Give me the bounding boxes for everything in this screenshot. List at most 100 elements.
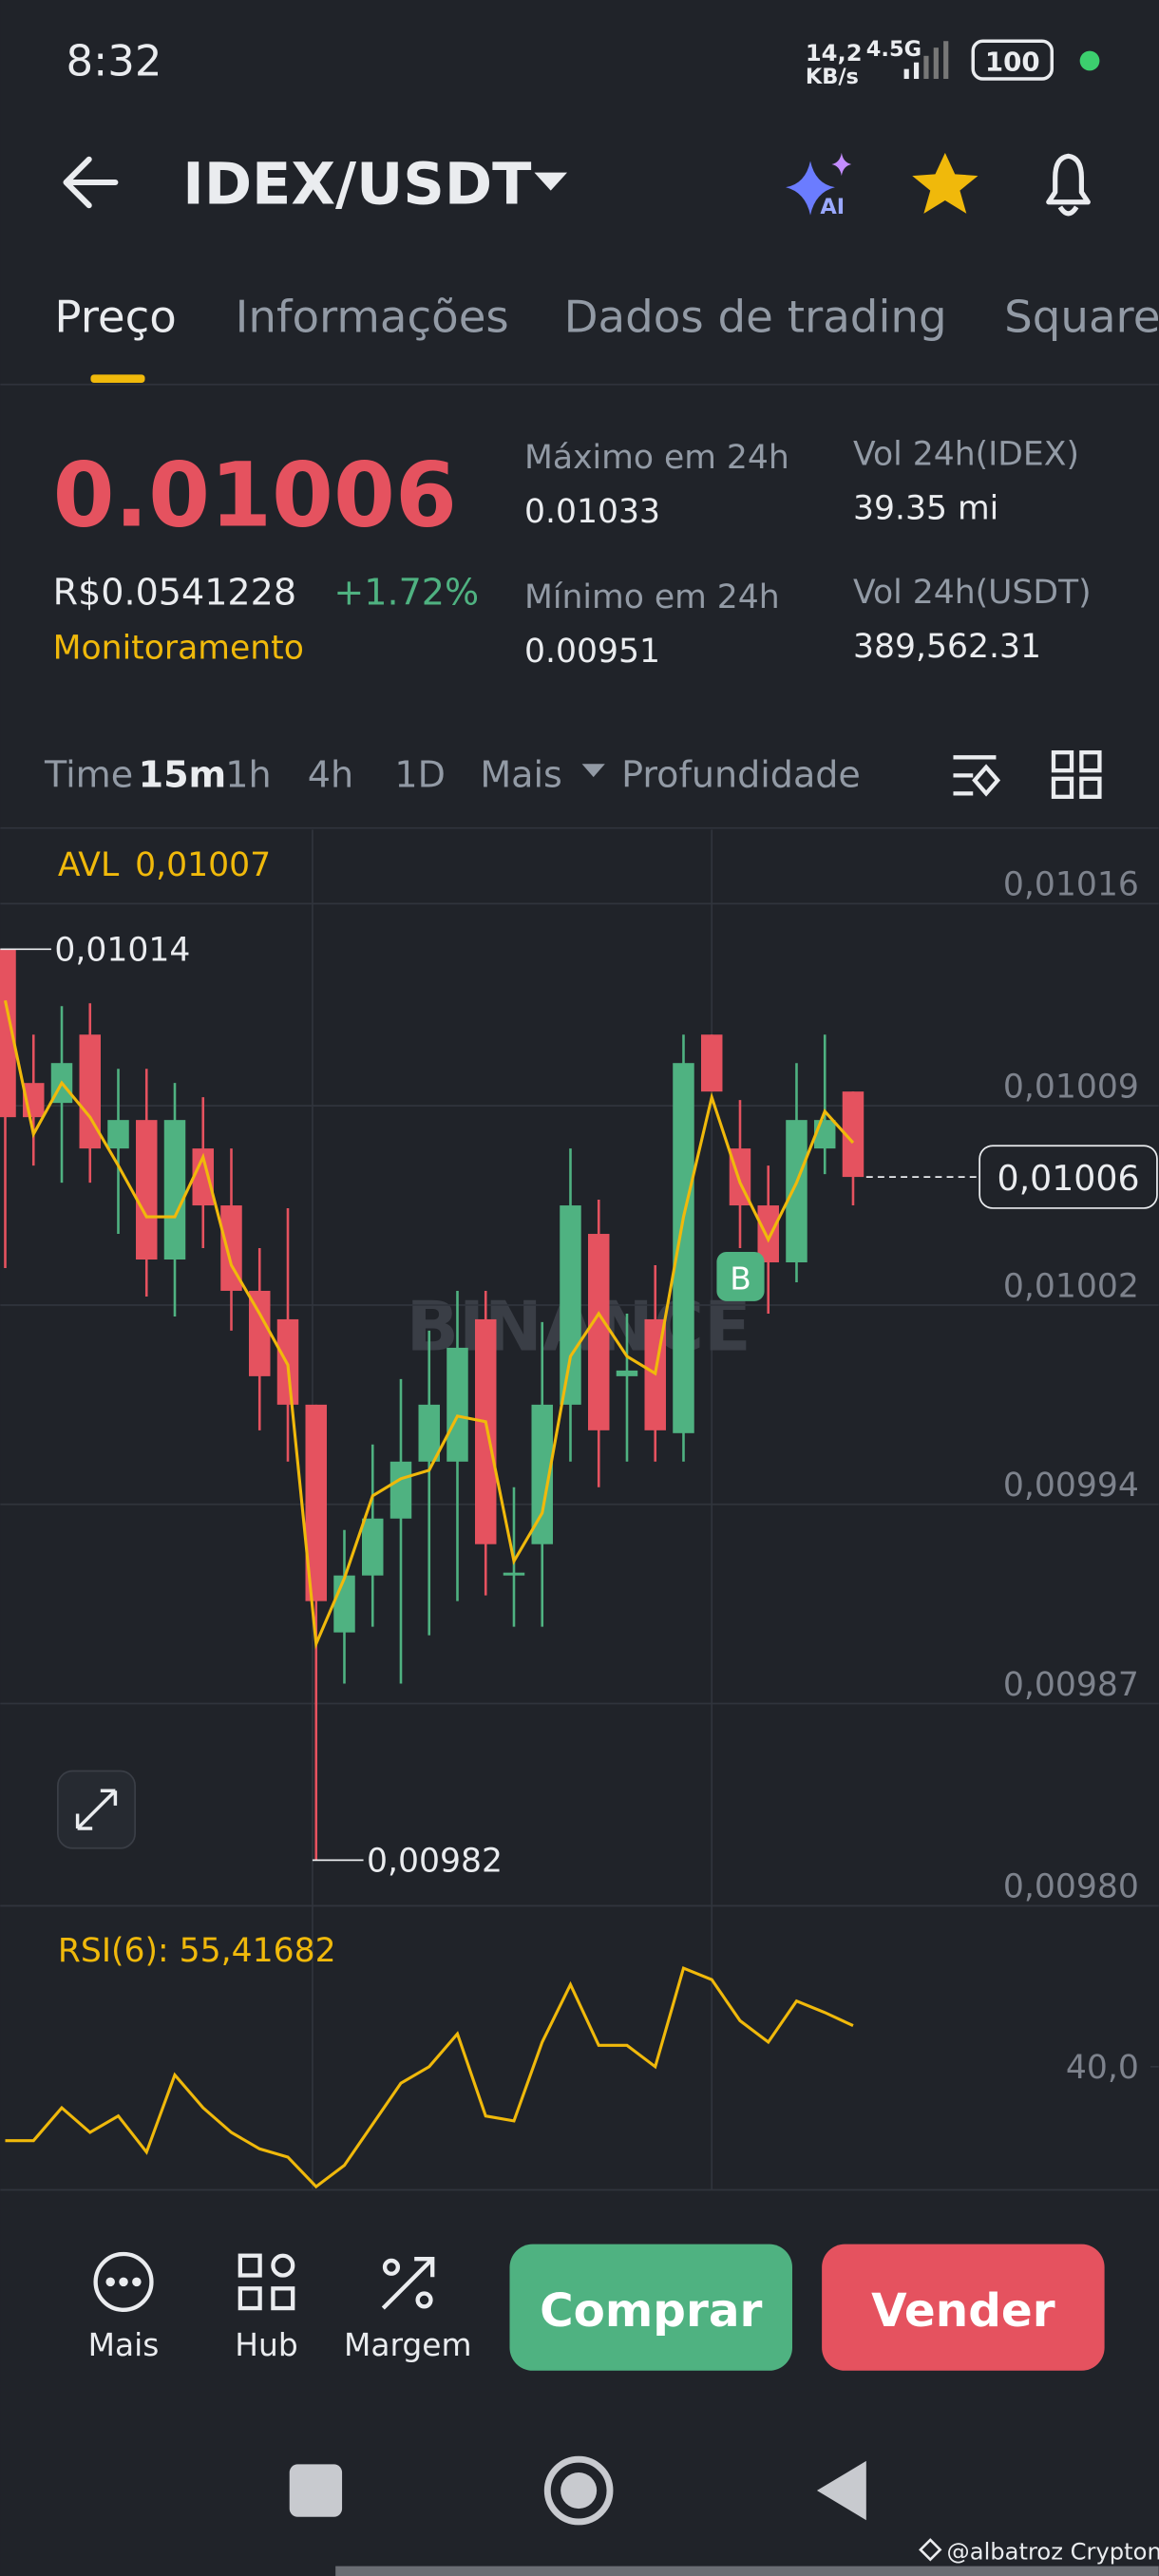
- candle-body: [673, 1063, 694, 1433]
- margin-icon[interactable]: [381, 2257, 435, 2310]
- notification-bell[interactable]: [1046, 153, 1091, 217]
- pair-dropdown[interactable]: [534, 172, 568, 191]
- tab[interactable]: Preço: [54, 292, 176, 343]
- nav-home[interactable]: [543, 2455, 614, 2526]
- timeframe[interactable]: 4h: [308, 753, 353, 795]
- favorite-star[interactable]: [912, 152, 978, 214]
- net-speed-unit: KB/s: [806, 65, 859, 89]
- action-label[interactable]: Mais: [88, 2326, 160, 2363]
- timeframe[interactable]: Time: [44, 753, 133, 795]
- candle-body: [474, 1318, 497, 1544]
- last-price: 0.01006: [53, 444, 457, 547]
- fiat-price: R$0.0541228: [53, 571, 296, 613]
- y-tick-label: 0,01009: [1003, 1069, 1139, 1107]
- status-dot: [1079, 50, 1100, 71]
- y-tick-label: 0,00987: [1003, 1666, 1139, 1704]
- y-tick-label: 0,01016: [1003, 866, 1139, 904]
- stat-label: Mínimo em 24h: [524, 578, 780, 616]
- candle-body: [418, 1404, 440, 1462]
- hub-icon[interactable]: [238, 2253, 295, 2311]
- tab[interactable]: Dados de trading: [564, 292, 947, 343]
- clock: 8:32: [66, 36, 162, 86]
- y-tick-label: 0,00994: [1003, 1467, 1139, 1505]
- sell-button[interactable]: [822, 2244, 1105, 2371]
- candle-body: [503, 1572, 525, 1576]
- candle-body: [163, 1120, 186, 1260]
- price-change: +1.72%: [333, 571, 479, 613]
- tab[interactable]: Square: [1004, 292, 1159, 343]
- ai-badge: AI: [820, 195, 845, 219]
- candle-body: [616, 1370, 638, 1376]
- tab-indicator: [90, 374, 145, 383]
- candle-body: [700, 1034, 723, 1092]
- y-tick-label: 40,0: [1066, 2049, 1139, 2087]
- nav-recent[interactable]: [289, 2464, 343, 2517]
- timeframe[interactable]: Profundidade: [621, 753, 861, 795]
- candle-body: [531, 1404, 553, 1544]
- action-label[interactable]: Hub: [235, 2326, 297, 2363]
- sell-label[interactable]: Vender: [871, 2284, 1055, 2338]
- last-price-box: [978, 1145, 1158, 1209]
- timeframe[interactable]: 1h: [225, 753, 271, 795]
- back-button[interactable]: [63, 156, 119, 209]
- buy-button[interactable]: [509, 2244, 792, 2371]
- candle-body: [560, 1205, 581, 1405]
- stat-value: 39.35 mi: [853, 490, 998, 528]
- pair-title[interactable]: IDEX/USDT: [182, 151, 531, 218]
- avl-name: AVL: [58, 846, 120, 884]
- timeframe[interactable]: 1D: [394, 753, 446, 795]
- high-label: 0,01014: [54, 931, 190, 969]
- ai-icon[interactable]: [786, 161, 835, 216]
- candle-body: [446, 1347, 468, 1462]
- home-indicator: [335, 2566, 1159, 2576]
- stat-value: 389,562.31: [853, 628, 1041, 666]
- low-label: 0,00982: [367, 1842, 503, 1880]
- footer-logo: [919, 2538, 942, 2562]
- buy-label[interactable]: Comprar: [540, 2284, 762, 2338]
- ai-icon-spark: [831, 152, 852, 177]
- y-tick-label: 0,01002: [1003, 1267, 1139, 1305]
- candle-body: [362, 1518, 384, 1576]
- indicator-settings-icon[interactable]: [953, 755, 1001, 797]
- action-label[interactable]: Margem: [344, 2326, 472, 2363]
- plot-area: 0,01016 0,01009 0,01002 0,00994 0,00987 0,009…: [0, 866, 1159, 2189]
- last-price-label: 0,01006: [997, 1158, 1139, 1199]
- battery-level: 100: [985, 46, 1040, 77]
- candle-body: [786, 1120, 808, 1262]
- nav-back[interactable]: [816, 2460, 866, 2521]
- stat-label: Vol 24h(USDT): [853, 574, 1092, 612]
- rsi-title: RSI(6): 55,41682: [58, 1932, 336, 1970]
- candle-body: [79, 1034, 101, 1149]
- battery: [971, 39, 1054, 81]
- candle-body: [249, 1290, 271, 1376]
- stat-value: 0.01033: [524, 493, 660, 531]
- y-tick-label: 0,00980: [1003, 1868, 1139, 1906]
- candle-body: [220, 1205, 242, 1291]
- candle-body: [333, 1575, 355, 1633]
- tab[interactable]: Informações: [236, 292, 509, 343]
- monitor-link[interactable]: Monitoramento: [53, 630, 304, 668]
- timeframe[interactable]: 15m: [139, 753, 227, 795]
- more-icon[interactable]: [93, 2251, 154, 2312]
- candle-body: [587, 1234, 610, 1430]
- timeframe[interactable]: Mais: [480, 753, 562, 795]
- candle-body: [842, 1091, 864, 1178]
- more-dropdown: [581, 764, 605, 778]
- stat-label: Máximo em 24h: [524, 439, 789, 477]
- avl-value: 0,01007: [135, 846, 271, 884]
- candle-body: [305, 1404, 327, 1601]
- avl-line: [3, 999, 855, 1650]
- candle-body: [757, 1205, 779, 1262]
- net-speed: 14,2: [806, 40, 863, 66]
- fullscreen-icon: [75, 1789, 118, 1830]
- candle-body: [192, 1148, 214, 1206]
- candle-body: [390, 1461, 412, 1519]
- candle-body: [136, 1120, 158, 1260]
- layout-icon[interactable]: [1051, 749, 1102, 800]
- nav-home-dot: [560, 2472, 598, 2510]
- signal-icon: [903, 41, 949, 80]
- trade-marker: [716, 1251, 765, 1301]
- trade-marker-label: B: [730, 1260, 751, 1297]
